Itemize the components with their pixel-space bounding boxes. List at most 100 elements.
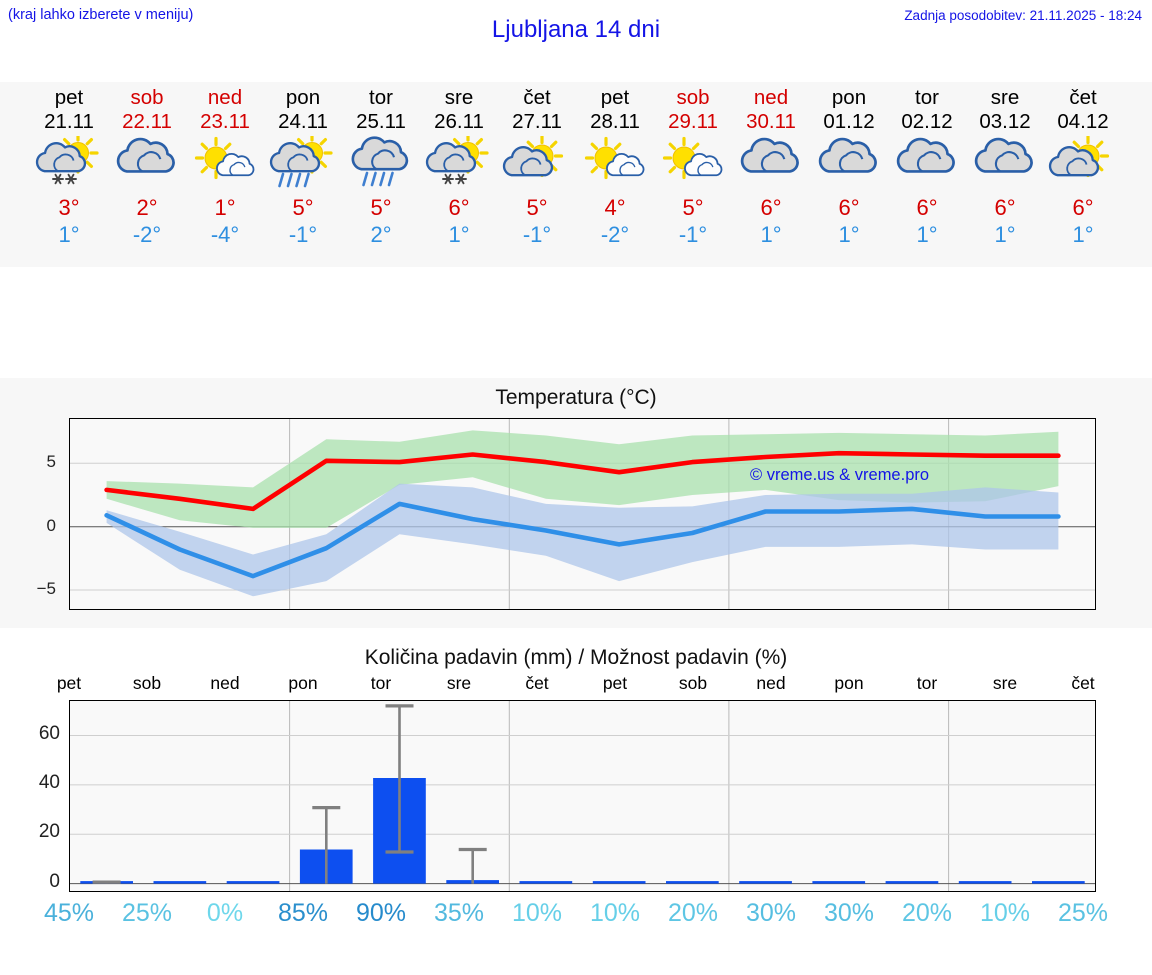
day-column[interactable]: tor 02.12 6° 1°	[888, 82, 966, 248]
precipitation-probability: 25%	[121, 899, 173, 927]
sun-cloud-snow-icon	[425, 136, 489, 185]
day-date: 23.11	[200, 110, 250, 133]
day-column[interactable]: pon 01.12 6° 1°	[810, 82, 888, 248]
day-weather-icon	[264, 136, 342, 194]
day-name: sre	[444, 86, 474, 109]
precipitation-y-tick: 0	[49, 870, 60, 892]
day-date: 29.11	[668, 110, 718, 133]
precipitation-day-label: tor	[370, 673, 392, 693]
day-temp-max: 6°	[1072, 195, 1094, 220]
precipitation-chart-title: Količina padavin (mm) / Možnost padavin …	[364, 646, 788, 669]
day-date: 24.11	[278, 110, 328, 133]
precipitation-probability: 85%	[277, 899, 329, 927]
overcast-icon	[974, 137, 1033, 173]
precipitation-y-tick: 20	[38, 821, 60, 843]
temperature-plot	[69, 418, 1096, 610]
copyright-label: © vreme.us & vreme.pro	[750, 466, 930, 484]
day-column[interactable]: pet 28.11 4° -2°	[576, 82, 654, 248]
day-temp-min: -1°	[288, 222, 318, 247]
day-date: 28.11	[590, 110, 640, 133]
day-temp-max: 1°	[214, 195, 236, 220]
day-column[interactable]: pet 21.11 3° 1°	[30, 82, 108, 248]
day-name: pon	[831, 86, 867, 109]
precipitation-day-label: pon	[288, 673, 318, 693]
precipitation-probability: 20%	[667, 899, 719, 927]
precipitation-probability: 90%	[355, 899, 407, 927]
precipitation-day-label: pet	[56, 673, 82, 693]
precipitation-day-label: čet	[1071, 673, 1095, 693]
day-weather-icon	[420, 136, 498, 194]
day-temp-max: 5°	[682, 195, 704, 220]
precipitation-day-label: sob	[132, 673, 162, 693]
precipitation-plot	[69, 700, 1096, 892]
day-column[interactable]: sre 26.11 6° 1°	[420, 82, 498, 248]
day-temp-min: -2°	[132, 222, 162, 247]
day-column[interactable]: pon 24.11 5° -1°	[264, 82, 342, 248]
precipitation-day-labels: pet sob ned pon tor sre čet pet sob ned pon tor sre č…	[0, 673, 1152, 697]
day-temp-min: 1°	[58, 222, 80, 247]
precipitation-day-label: ned	[756, 673, 786, 693]
sun-smallcloud-icon	[584, 136, 645, 180]
overcast-icon	[116, 137, 175, 173]
precipitation-probability: 25%	[1057, 899, 1109, 927]
day-weather-icon	[30, 136, 108, 194]
sun-smallcloud-icon	[662, 136, 723, 180]
day-date: 02.12	[901, 110, 953, 133]
precipitation-probability-row: 45% 25% 0% 85% 90% 35% 10% 10% 20% 30% 30% 20% 10% 25…	[0, 899, 1152, 939]
day-name: pet	[600, 86, 630, 109]
sun-smallcloud-icon	[194, 136, 255, 180]
overcast-icon	[740, 137, 799, 173]
temperature-y-tick: 0	[46, 515, 56, 535]
precipitation-panel: Količina padavin (mm) / Možnost padavin …	[0, 637, 1152, 975]
day-column[interactable]: sre 03.12 6° 1°	[966, 82, 1044, 248]
precipitation-day-label: tor	[916, 673, 938, 693]
precipitation-day-label: pon	[834, 673, 864, 693]
day-weather-icon	[810, 136, 888, 194]
precipitation-day-label: sob	[678, 673, 708, 693]
day-weather-icon	[576, 136, 654, 194]
page-header: (kraj lahko izberete v meniju) Ljubljana…	[0, 0, 1152, 82]
day-temp-min: 1°	[994, 222, 1016, 247]
day-name: sob	[130, 86, 164, 109]
day-weather-icon	[498, 136, 576, 194]
day-weather-icon	[186, 136, 264, 194]
day-weather-icon	[732, 136, 810, 194]
day-date: 04.12	[1057, 110, 1109, 133]
day-column[interactable]: čet 27.11 5° -1°	[498, 82, 576, 248]
precipitation-y-tick: 60	[38, 722, 60, 744]
day-temp-max: 3°	[58, 195, 80, 220]
day-column[interactable]: čet 04.12 6° 1°	[1044, 82, 1122, 248]
day-column[interactable]: sob 29.11 5° -1°	[654, 82, 732, 248]
day-date: 01.12	[823, 110, 875, 133]
day-name: ned	[207, 86, 243, 109]
day-temp-max: 5°	[370, 195, 392, 220]
day-date: 21.11	[44, 110, 94, 133]
sun-cloud-rain-icon	[269, 136, 333, 188]
precipitation-probability: 10%	[511, 899, 563, 927]
day-name: sre	[990, 86, 1020, 109]
day-temp-min: 2°	[370, 222, 392, 247]
overcast-icon	[818, 137, 877, 173]
day-temp-max: 6°	[838, 195, 860, 220]
precipitation-day-label: sre	[992, 673, 1018, 693]
day-column[interactable]: ned 30.11 6° 1°	[732, 82, 810, 248]
day-temp-min: -4°	[210, 222, 240, 247]
day-weather-icon	[342, 136, 420, 194]
day-name: sob	[676, 86, 710, 109]
precipitation-probability: 30%	[745, 899, 797, 927]
daily-forecast-strip: pet 21.11 3° 1° sob 22.11 2° -2° ned 23.11 1° -4…	[0, 82, 1152, 267]
temperature-panel: Temperatura (°C) 5 0 −5	[0, 378, 1152, 628]
day-name: tor	[915, 86, 939, 109]
day-name: tor	[369, 86, 393, 109]
day-name: čet	[1069, 86, 1097, 109]
precipitation-y-tick: 40	[38, 771, 60, 793]
day-name: ned	[753, 86, 789, 109]
day-column[interactable]: tor 25.11 5° 2°	[342, 82, 420, 248]
day-date: 30.11	[746, 110, 796, 133]
day-name: pet	[54, 86, 84, 109]
day-temp-max: 6°	[994, 195, 1016, 220]
day-column[interactable]: ned 23.11 1° -4°	[186, 82, 264, 248]
day-date: 25.11	[356, 110, 406, 133]
day-column[interactable]: sob 22.11 2° -2°	[108, 82, 186, 248]
day-temp-min: 1°	[838, 222, 860, 247]
